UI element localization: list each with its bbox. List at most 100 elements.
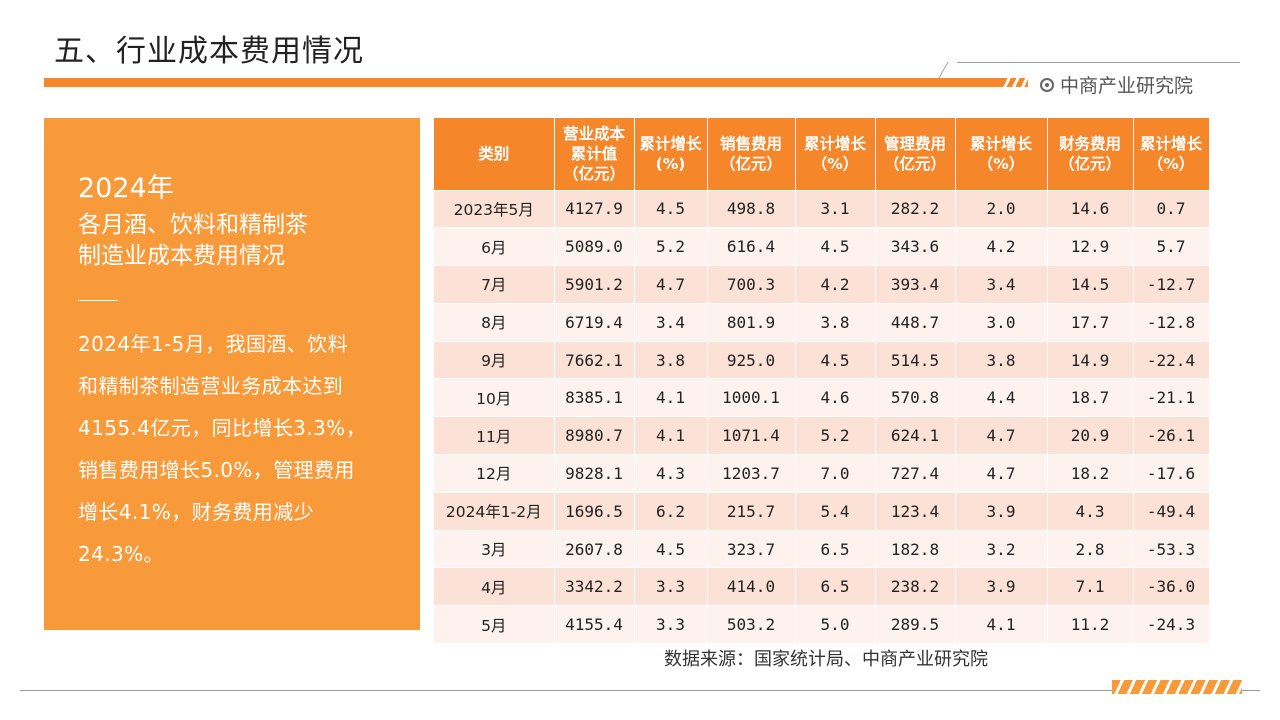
period-cell: 2023年5月 [434, 190, 555, 229]
value-cell: 3.3 [634, 605, 708, 645]
value-cell: 0.7 [1133, 190, 1210, 229]
value-cell: 4.1 [634, 416, 708, 456]
value-cell: 12.9 [1047, 227, 1134, 267]
column-header: 累计增长(%) [634, 118, 708, 191]
page-title: 五、行业成本费用情况 [54, 34, 364, 69]
value-cell: 448.7 [875, 303, 956, 342]
value-cell: 5.0 [795, 605, 876, 645]
value-cell: 20.9 [1047, 416, 1134, 456]
value-cell: -22.4 [1133, 341, 1210, 380]
value-cell: 2.8 [1047, 530, 1134, 569]
value-cell: 2607.8 [554, 530, 635, 569]
period-cell: 3月 [434, 530, 555, 569]
period-cell: 7月 [434, 265, 555, 304]
table-row: 8月 6719.4 3.4 801.9 3.8 448.7 3.0 17.7 -12.8 [434, 303, 1210, 342]
value-cell: 5.2 [634, 227, 708, 267]
value-cell: 414.0 [707, 567, 796, 607]
panel-paragraph-line: 2024年1-5月，我国酒、饮料 [78, 332, 348, 356]
value-cell: 17.7 [1047, 303, 1134, 342]
value-cell: 624.1 [875, 416, 956, 456]
column-header: 类别 [434, 118, 555, 191]
value-cell: -49.4 [1133, 492, 1210, 531]
value-cell: 3.8 [955, 341, 1048, 380]
column-header: 财务费用（亿元） [1047, 118, 1134, 191]
value-cell: 4.5 [795, 227, 876, 267]
column-header: 累计增长（%） [1133, 118, 1210, 191]
period-cell: 6月 [434, 227, 555, 267]
value-cell: 3.2 [955, 530, 1048, 569]
value-cell: 3342.2 [554, 567, 635, 607]
table-row: 5月 4155.4 3.3 503.2 5.0 289.5 4.1 11.2 -24.3 [434, 605, 1210, 645]
brand-name: 中商产业研究院 [1060, 75, 1194, 97]
value-cell: 5901.2 [554, 265, 635, 304]
value-cell: -21.1 [1133, 378, 1210, 418]
panel-year: 2024年 [78, 173, 174, 204]
value-cell: 6.5 [795, 567, 876, 607]
value-cell: 14.9 [1047, 341, 1134, 380]
value-cell: 4.5 [795, 341, 876, 380]
table-row: 7月 5901.2 4.7 700.3 4.2 393.4 3.4 14.5 -12.7 [434, 265, 1210, 304]
period-cell: 2024年1-2月 [434, 492, 555, 531]
value-cell: 4.3 [1047, 492, 1134, 531]
value-cell: 1696.5 [554, 492, 635, 531]
value-cell: 727.4 [875, 454, 956, 493]
footer-rule [20, 690, 1260, 691]
table-row: 3月 2607.8 4.5 323.7 6.5 182.8 3.2 2.8 -53.3 [434, 530, 1210, 569]
value-cell: 6.5 [795, 530, 876, 569]
value-cell: 4.7 [955, 454, 1048, 493]
period-cell: 8月 [434, 303, 555, 342]
value-cell: 282.2 [875, 190, 956, 229]
value-cell: 323.7 [707, 530, 796, 569]
value-cell: 393.4 [875, 265, 956, 304]
value-cell: 5.2 [795, 416, 876, 456]
header-thin-rule [957, 62, 1240, 63]
value-cell: 3.1 [795, 190, 876, 229]
value-cell: 503.2 [707, 605, 796, 645]
table-row: 12月 9828.1 4.3 1203.7 7.0 727.4 4.7 18.2 -17.6 [434, 454, 1210, 493]
table-header-row: 类别 营业成本累计值（亿元） 累计增长(%) 销售费用（亿元） 累计增长（%） 管理费用（… [434, 118, 1210, 191]
value-cell: 215.7 [707, 492, 796, 531]
panel-subtitle: 各月酒、饮料和精制茶 制造业成本费用情况 [78, 210, 390, 272]
value-cell: 4155.4 [554, 605, 635, 645]
value-cell: 7662.1 [554, 341, 635, 380]
value-cell: -12.8 [1133, 303, 1210, 342]
value-cell: 4.5 [634, 530, 708, 569]
value-cell: 4.2 [955, 227, 1048, 267]
table-row: 9月 7662.1 3.8 925.0 4.5 514.5 3.8 14.9 -22.4 [434, 341, 1210, 380]
value-cell: 3.8 [795, 303, 876, 342]
value-cell: 7.1 [1047, 567, 1134, 607]
panel-paragraph-line: 24.3%。 [78, 542, 164, 566]
value-cell: 498.8 [707, 190, 796, 229]
value-cell: 18.7 [1047, 378, 1134, 418]
value-cell: 3.3 [634, 567, 708, 607]
value-cell: 3.9 [955, 492, 1048, 531]
value-cell: 5.4 [795, 492, 876, 531]
cost-expense-table: 类别 营业成本累计值（亿元） 累计增长(%) 销售费用（亿元） 累计增长（%） 管理费用（… [434, 118, 1210, 645]
value-cell: 238.2 [875, 567, 956, 607]
value-cell: 514.5 [875, 341, 956, 380]
value-cell: 4.1 [634, 378, 708, 418]
value-cell: 4.3 [634, 454, 708, 493]
value-cell: 5089.0 [554, 227, 635, 267]
value-cell: -24.3 [1133, 605, 1210, 645]
value-cell: 7.0 [795, 454, 876, 493]
value-cell: 4.7 [634, 265, 708, 304]
value-cell: -12.7 [1133, 265, 1210, 304]
panel-subtitle-line: 各月酒、饮料和精制茶 [78, 212, 308, 238]
panel-paragraph-line: 和精制茶制造营业务成本达到 [78, 374, 344, 398]
period-cell: 9月 [434, 341, 555, 380]
period-cell: 10月 [434, 378, 555, 418]
value-cell: 8385.1 [554, 378, 635, 418]
value-cell: 5.7 [1133, 227, 1210, 267]
period-cell: 11月 [434, 416, 555, 456]
value-cell: -53.3 [1133, 530, 1210, 569]
panel-paragraph-line: 销售费用增长5.0%，管理费用 [78, 458, 355, 482]
value-cell: 123.4 [875, 492, 956, 531]
panel-divider [78, 300, 118, 301]
header-slash-divider [938, 62, 962, 78]
value-cell: 570.8 [875, 378, 956, 418]
title-accent-stripes [1002, 78, 1028, 87]
value-cell: 616.4 [707, 227, 796, 267]
value-cell: 3.4 [955, 265, 1048, 304]
value-cell: 11.2 [1047, 605, 1134, 645]
